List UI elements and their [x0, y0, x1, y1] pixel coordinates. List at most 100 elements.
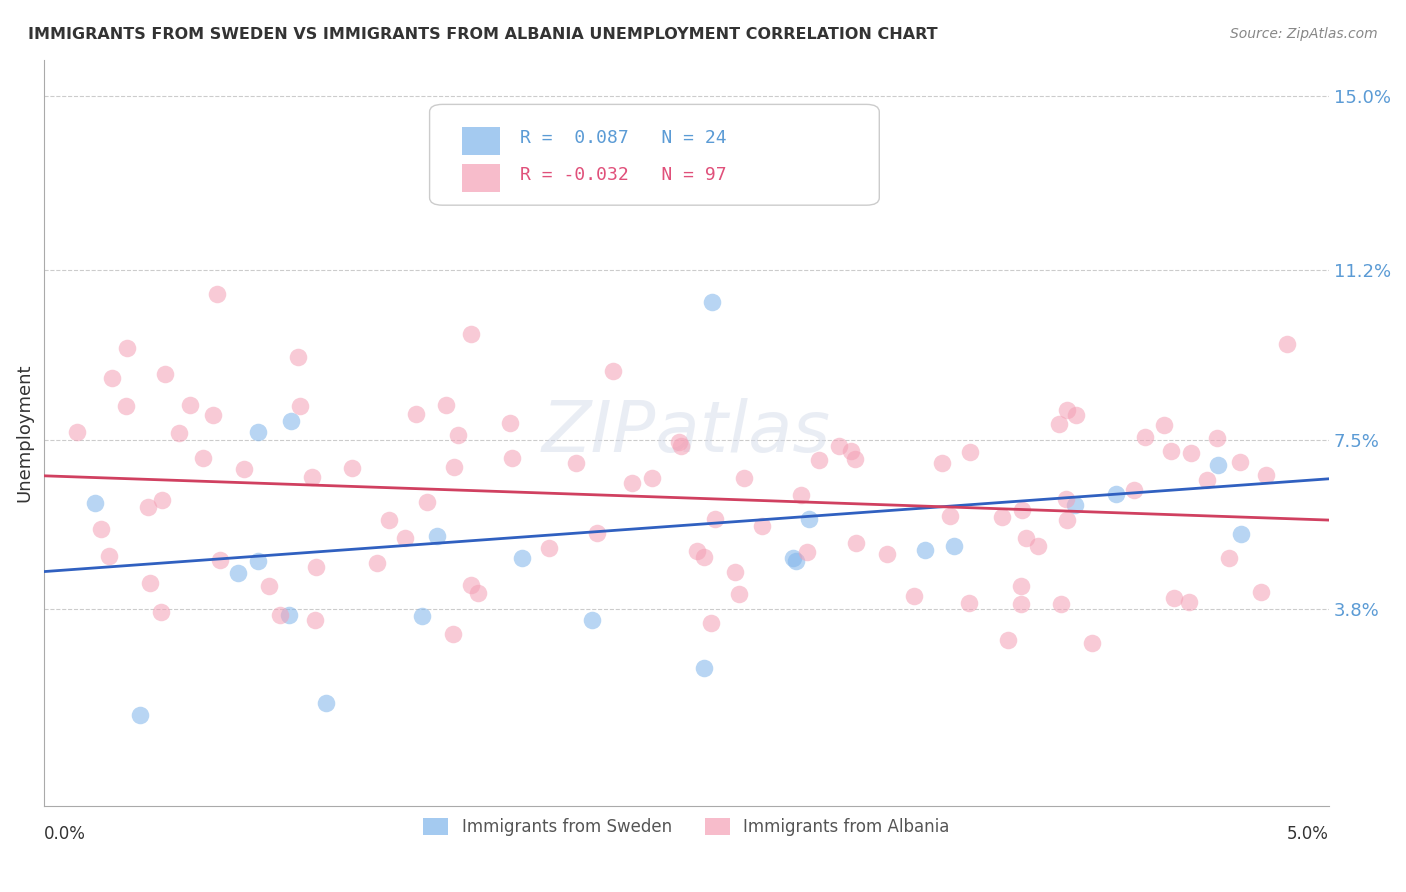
Immigrants from Albania: [499, 416, 522, 430]
Immigrants from Albania: [304, 613, 326, 627]
Immigrants from Albania: [288, 399, 311, 413]
Immigrants from Albania: [443, 460, 465, 475]
Immigrants from Sweden: [785, 553, 807, 567]
Immigrants from Albania: [1123, 483, 1146, 497]
Immigrants from Albania: [844, 452, 866, 467]
Immigrants from Sweden: [315, 696, 337, 710]
Immigrants from Albania: [394, 531, 416, 545]
Immigrants from Albania: [366, 556, 388, 570]
Text: IMMIGRANTS FROM SWEDEN VS IMMIGRANTS FROM ALBANIA UNEMPLOYMENT CORRELATION CHART: IMMIGRANTS FROM SWEDEN VS IMMIGRANTS FRO…: [28, 27, 938, 42]
Immigrants from Albania: [538, 541, 561, 556]
Immigrants from Albania: [150, 605, 173, 619]
Immigrants from Albania: [1015, 531, 1038, 545]
Text: R =  0.087   N = 24: R = 0.087 N = 24: [520, 129, 725, 147]
Immigrants from Sweden: [692, 660, 714, 674]
Immigrants from Albania: [931, 456, 953, 470]
Immigrants from Albania: [153, 367, 176, 381]
Immigrants from Albania: [1163, 591, 1185, 606]
Immigrants from Albania: [101, 371, 124, 385]
Bar: [461, 127, 501, 155]
Immigrants from Albania: [446, 427, 468, 442]
Immigrants from Sweden: [581, 613, 603, 627]
Immigrants from Albania: [1178, 594, 1201, 608]
Immigrants from Albania: [90, 522, 112, 536]
Immigrants from Sweden: [702, 295, 724, 310]
Immigrants from Albania: [789, 488, 811, 502]
Immigrants from Sweden: [280, 414, 302, 428]
Immigrants from Albania: [467, 585, 489, 599]
Immigrants from Albania: [686, 543, 709, 558]
Immigrants from Sweden: [797, 512, 820, 526]
Immigrants from Albania: [669, 439, 692, 453]
Immigrants from Albania: [1160, 443, 1182, 458]
Immigrants from Albania: [700, 616, 723, 631]
Immigrants from Sweden: [247, 425, 270, 440]
Immigrants from Albania: [903, 589, 925, 603]
Immigrants from Albania: [1056, 403, 1078, 417]
Immigrants from Albania: [207, 287, 229, 301]
Immigrants from Albania: [434, 398, 457, 412]
Immigrants from Albania: [97, 549, 120, 563]
Immigrants from Sweden: [650, 158, 672, 172]
Text: 5.0%: 5.0%: [1286, 825, 1329, 843]
Immigrants from Albania: [65, 425, 87, 439]
Immigrants from Albania: [796, 545, 818, 559]
Immigrants from Albania: [957, 596, 980, 610]
Immigrants from Albania: [150, 493, 173, 508]
Text: ZIPatlas: ZIPatlas: [543, 399, 831, 467]
Immigrants from Albania: [1064, 409, 1087, 423]
Immigrants from Albania: [845, 536, 868, 550]
Immigrants from Albania: [1229, 455, 1251, 469]
Immigrants from Albania: [876, 547, 898, 561]
Immigrants from Sweden: [914, 542, 936, 557]
Immigrants from Albania: [136, 500, 159, 514]
Immigrants from Albania: [441, 627, 464, 641]
Immigrants from Sweden: [411, 609, 433, 624]
Legend: Immigrants from Sweden, Immigrants from Albania: Immigrants from Sweden, Immigrants from …: [416, 811, 956, 843]
Immigrants from Albania: [287, 351, 309, 365]
Immigrants from Albania: [728, 587, 751, 601]
Y-axis label: Unemployment: Unemployment: [15, 364, 32, 502]
Immigrants from Sweden: [942, 540, 965, 554]
Immigrants from Albania: [839, 444, 862, 458]
Immigrants from Albania: [139, 576, 162, 591]
Immigrants from Albania: [179, 397, 201, 411]
Immigrants from Albania: [1010, 579, 1032, 593]
Immigrants from Albania: [340, 461, 363, 475]
Immigrants from Albania: [1195, 473, 1218, 487]
Immigrants from Albania: [115, 341, 138, 355]
Immigrants from Albania: [460, 577, 482, 591]
Immigrants from Sweden: [278, 607, 301, 622]
Immigrants from Albania: [1081, 636, 1104, 650]
Immigrants from Sweden: [782, 551, 804, 566]
Immigrants from Sweden: [1064, 499, 1087, 513]
Immigrants from Sweden: [1206, 458, 1229, 472]
FancyBboxPatch shape: [430, 104, 879, 205]
Immigrants from Albania: [693, 550, 716, 565]
Immigrants from Albania: [1180, 446, 1202, 460]
Immigrants from Albania: [209, 553, 232, 567]
Immigrants from Albania: [959, 444, 981, 458]
Immigrants from Albania: [269, 607, 291, 622]
Immigrants from Albania: [191, 451, 214, 466]
Immigrants from Albania: [1205, 431, 1227, 445]
Immigrants from Albania: [1056, 513, 1078, 527]
Immigrants from Albania: [991, 509, 1014, 524]
Immigrants from Albania: [460, 327, 482, 342]
Immigrants from Albania: [378, 513, 401, 527]
Immigrants from Albania: [114, 400, 136, 414]
Immigrants from Albania: [565, 456, 588, 470]
Immigrants from Albania: [1133, 430, 1156, 444]
Immigrants from Albania: [1250, 584, 1272, 599]
Immigrants from Albania: [1026, 539, 1049, 553]
Immigrants from Albania: [305, 560, 328, 574]
Immigrants from Albania: [1254, 467, 1277, 482]
Immigrants from Albania: [1050, 597, 1073, 611]
Text: R = -0.032   N = 97: R = -0.032 N = 97: [520, 166, 725, 185]
Immigrants from Albania: [751, 518, 773, 533]
Immigrants from Albania: [1047, 417, 1070, 432]
Immigrants from Albania: [621, 475, 644, 490]
Immigrants from Albania: [808, 452, 831, 467]
Immigrants from Sweden: [1230, 527, 1253, 541]
Immigrants from Sweden: [226, 566, 249, 581]
